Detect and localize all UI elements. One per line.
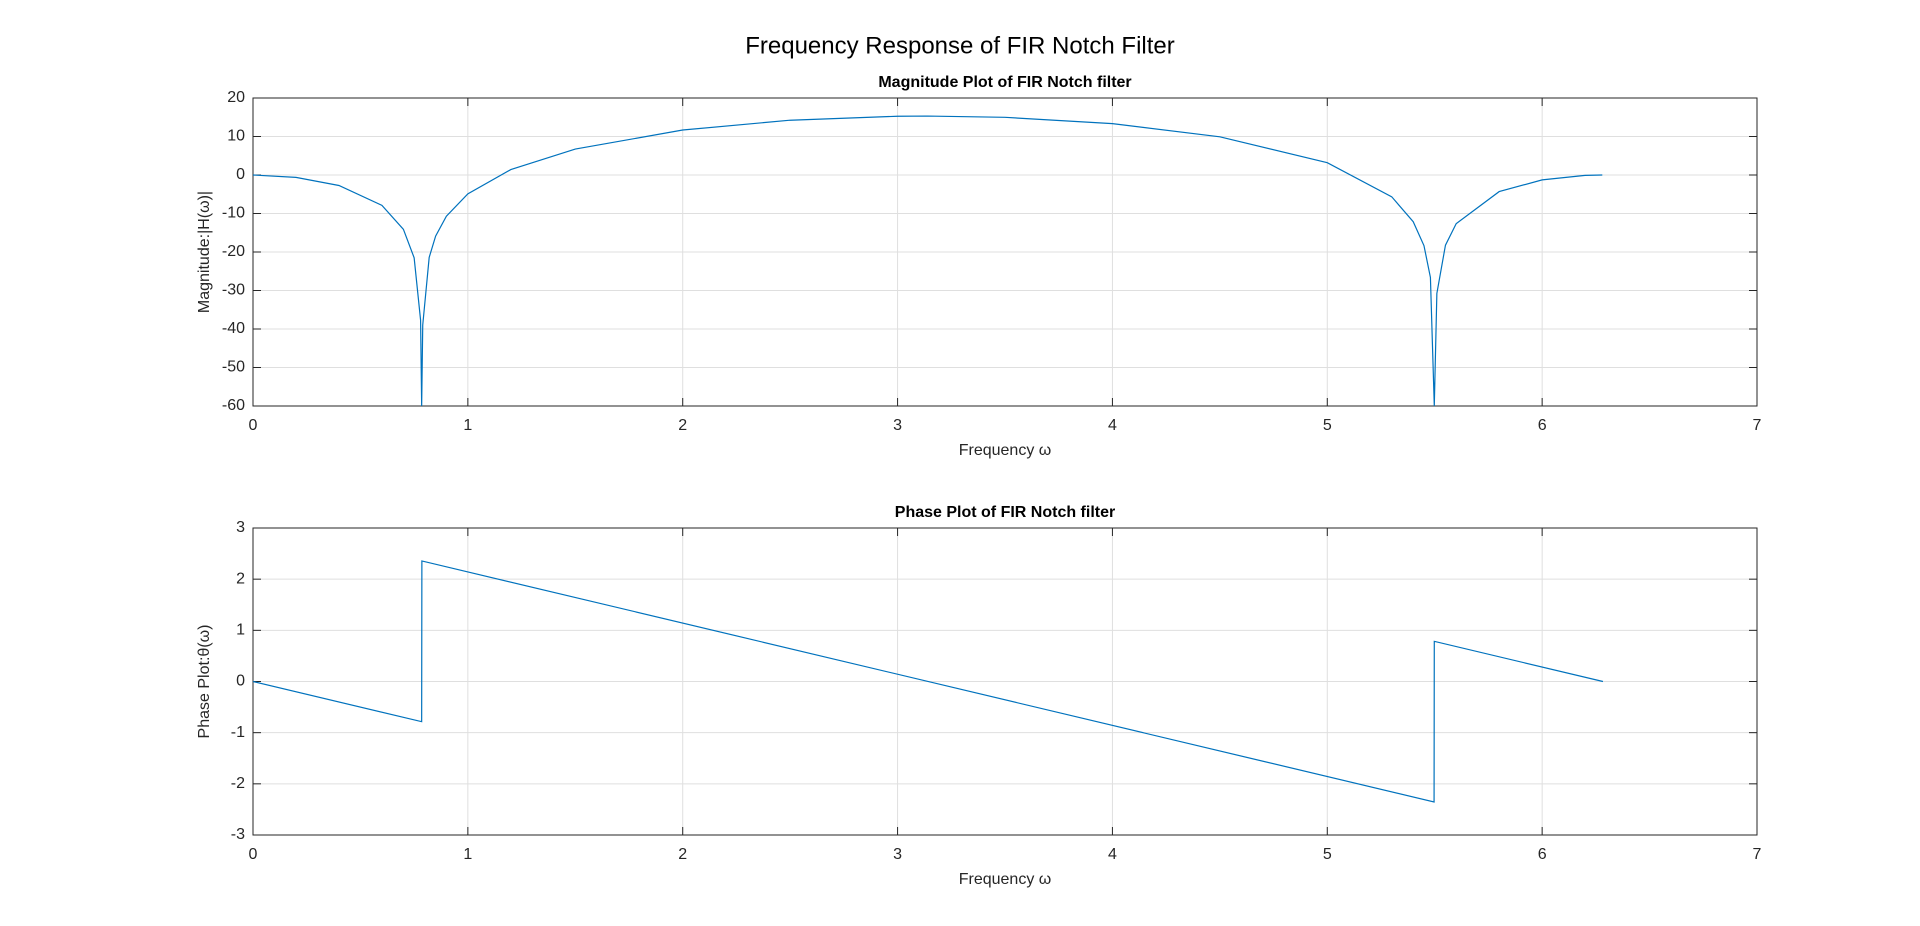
x-tick-label: 5 xyxy=(1323,417,1332,434)
y-tick-label: -3 xyxy=(231,826,245,843)
x-tick-label: 4 xyxy=(1108,846,1117,863)
y-axis-label: Magnitude:|H(ω)| xyxy=(196,191,213,313)
x-tick-label: 6 xyxy=(1538,846,1547,863)
y-tick-label: 3 xyxy=(236,519,245,536)
y-tick-label: 10 xyxy=(227,128,245,145)
x-tick-label: 0 xyxy=(249,417,258,434)
axes-title: Phase Plot of FIR Notch filter xyxy=(895,504,1115,521)
figure-title: Frequency Response of FIR Notch Filter xyxy=(745,32,1175,59)
x-tick-label: 0 xyxy=(249,846,258,863)
y-tick-label: 20 xyxy=(227,89,245,106)
axes-box xyxy=(252,97,1758,407)
y-tick-label: -1 xyxy=(231,724,245,741)
x-axis-label: Frequency ω xyxy=(959,871,1052,888)
x-tick-label: 7 xyxy=(1753,846,1762,863)
x-tick-label: 2 xyxy=(678,846,687,863)
y-tick-label: -10 xyxy=(222,205,245,222)
axes-title: Magnitude Plot of FIR Notch filter xyxy=(878,74,1131,91)
y-tick-label: -60 xyxy=(222,397,245,414)
y-tick-label: 2 xyxy=(236,570,245,587)
y-tick-label: -20 xyxy=(222,243,245,260)
y-tick-label: -2 xyxy=(231,775,245,792)
x-tick-label: 5 xyxy=(1323,846,1332,863)
y-tick-label: 0 xyxy=(236,673,245,690)
x-tick-label: 6 xyxy=(1538,417,1547,434)
data-line xyxy=(252,560,1604,803)
x-tick-label: 2 xyxy=(678,417,687,434)
x-tick-label: 4 xyxy=(1108,417,1117,434)
x-tick-label: 1 xyxy=(463,846,472,863)
x-tick-label: 3 xyxy=(893,417,902,434)
y-tick-label: -40 xyxy=(222,320,245,337)
x-tick-label: 1 xyxy=(463,417,472,434)
y-tick-label: -50 xyxy=(222,359,245,376)
y-axis-label: Phase Plot:θ(ω) xyxy=(196,625,213,739)
x-axis-label: Frequency ω xyxy=(959,442,1052,459)
x-tick-label: 7 xyxy=(1753,417,1762,434)
y-tick-label: -30 xyxy=(222,282,245,299)
x-tick-label: 3 xyxy=(893,846,902,863)
data-line xyxy=(252,115,1603,407)
y-tick-label: 1 xyxy=(236,622,245,639)
y-tick-label: 0 xyxy=(236,166,245,183)
